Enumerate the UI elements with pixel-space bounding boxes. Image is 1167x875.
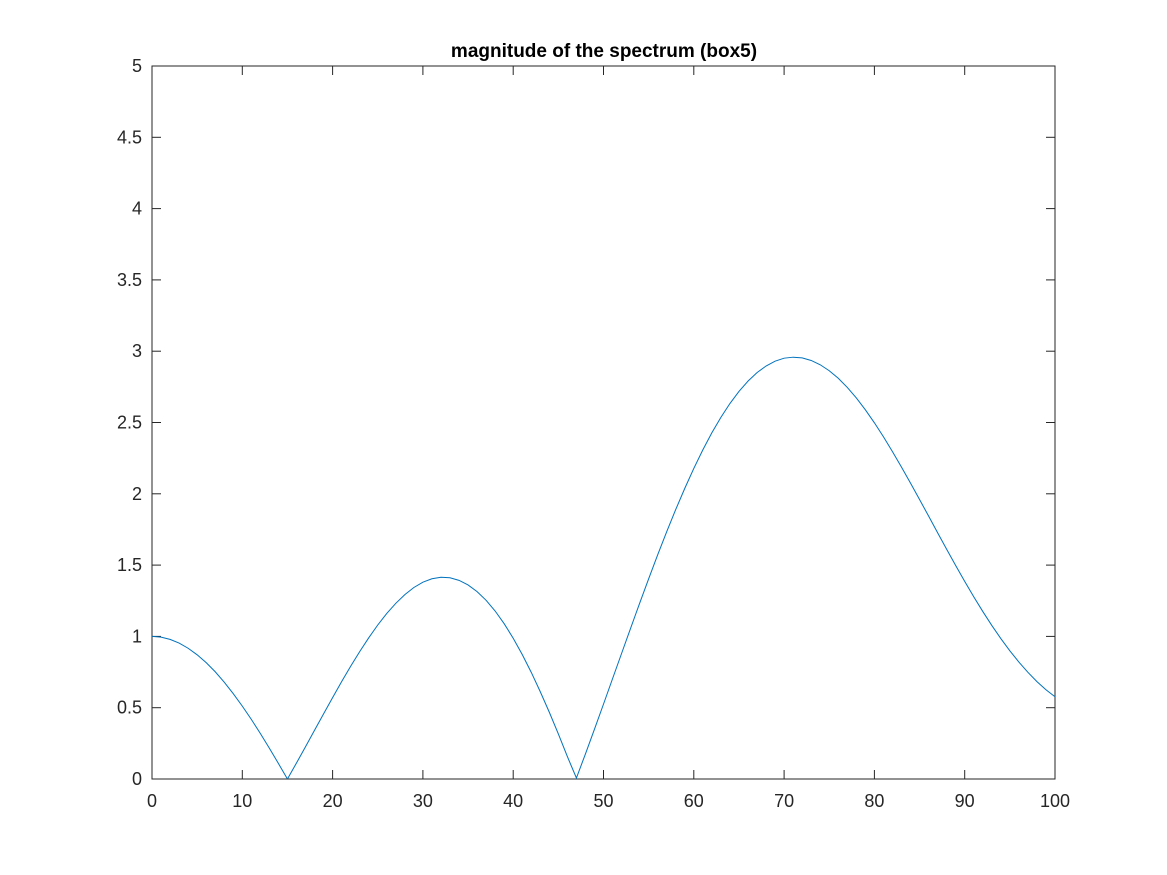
y-tick-label: 0 (132, 769, 142, 789)
x-tick-label: 60 (684, 791, 704, 811)
x-tick-label: 100 (1040, 791, 1070, 811)
series-layer (151, 356, 1056, 781)
x-tick-label: 50 (593, 791, 613, 811)
x-tick-label: 40 (503, 791, 523, 811)
plot-area (151, 65, 1056, 780)
x-tick-label: 10 (232, 791, 252, 811)
x-tick-label: 70 (774, 791, 794, 811)
y-tick-label: 3 (132, 341, 142, 361)
ticks-layer: 0 10 20 30 40 50 60 70 80 90 100 0 0.5 1 1.5 2 2.5 3 3.5 4 4… (117, 56, 1070, 811)
y-tick-label: 3.5 (117, 270, 142, 290)
y-tick-label: 2.5 (117, 413, 142, 433)
y-tick-label: 1 (132, 626, 142, 646)
x-tick-label: 80 (864, 791, 884, 811)
x-tick-label: 90 (955, 791, 975, 811)
y-tick-label: 0.5 (117, 698, 142, 718)
y-tick-label: 5 (132, 56, 142, 76)
x-tick-label: 0 (147, 791, 157, 811)
y-tick-label: 4.5 (117, 127, 142, 147)
chart-title: magnitude of the spectrum (box5) (451, 41, 757, 62)
y-tick-label: 1.5 (117, 555, 142, 575)
y-tick-label: 2 (132, 484, 142, 504)
y-tick-label: 4 (132, 199, 142, 219)
series-line (151, 356, 1056, 781)
x-tick-label: 20 (323, 791, 343, 811)
x-tick-label: 30 (413, 791, 433, 811)
